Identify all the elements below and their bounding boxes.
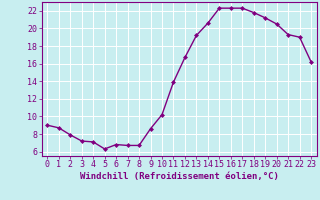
X-axis label: Windchill (Refroidissement éolien,°C): Windchill (Refroidissement éolien,°C) — [80, 172, 279, 181]
